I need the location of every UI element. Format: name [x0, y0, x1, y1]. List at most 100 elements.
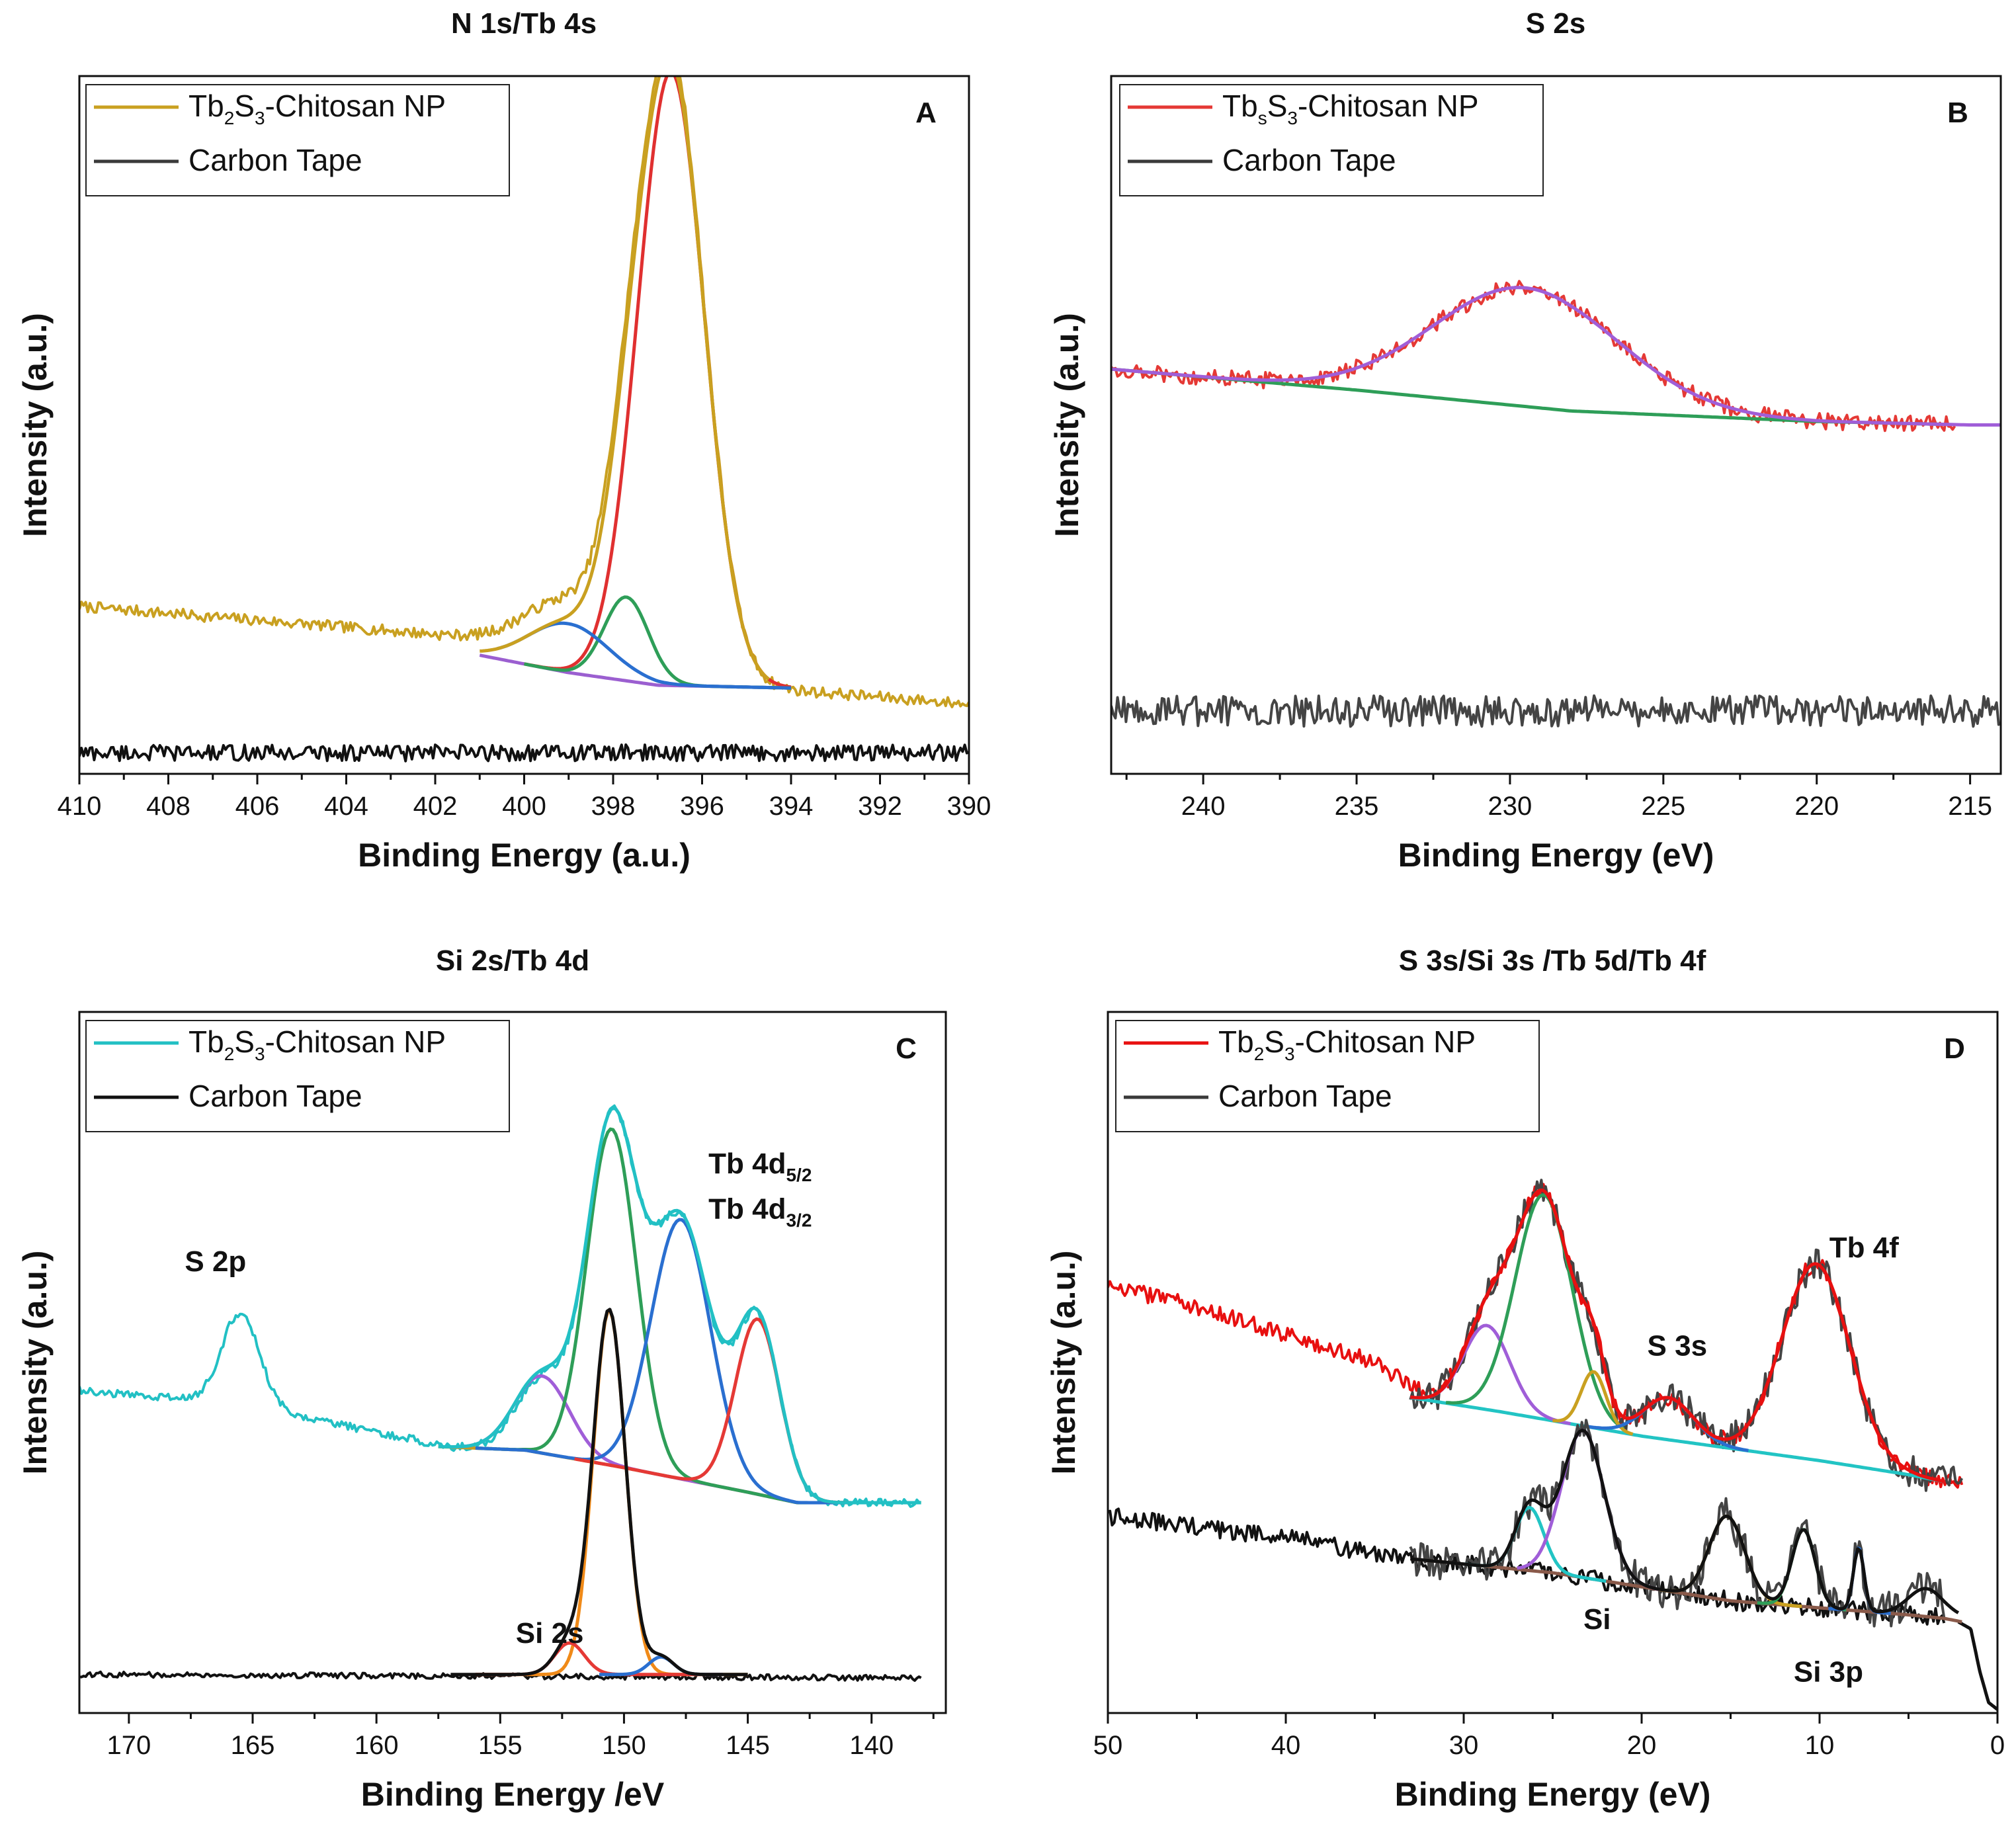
- series-line: [475, 1218, 897, 1505]
- legend-label: Tb2S3-Chitosan NP: [189, 89, 446, 128]
- series-line: [1517, 1429, 1660, 1591]
- series-line: [497, 621, 791, 690]
- x-tick-label: 394: [769, 792, 814, 821]
- x-axis-label: Binding Energy (a.u.): [358, 837, 691, 874]
- series-line: [1410, 1189, 1945, 1484]
- plot-frame: [1110, 75, 2002, 775]
- series-line: [524, 595, 791, 690]
- series-line: [79, 743, 969, 763]
- x-tick-label: 408: [146, 792, 190, 821]
- peak-annotation: S 2p: [185, 1245, 246, 1278]
- panel-c: Si 2s/Tb 4d 170 165 160 155 150 145 140 Binding …: [17, 944, 947, 1813]
- x-axis-label: Binding Energy /eV: [361, 1776, 665, 1813]
- peak-annotation: S 3s: [1648, 1329, 1708, 1362]
- series-group: [79, 76, 969, 763]
- x-tick-label: 406: [235, 792, 280, 821]
- series-line: [1111, 694, 2001, 728]
- panel-title: Si 2s/Tb 4d: [436, 944, 589, 977]
- x-tick-label: 30: [1449, 1731, 1479, 1760]
- y-axis-label: Intensity (a.u.): [17, 313, 54, 537]
- series-line: [438, 1444, 921, 1505]
- x-tick-label: 230: [1488, 792, 1533, 821]
- legend: Tb2S3-Chitosan NP Carbon Tape: [85, 1020, 510, 1132]
- panel-letter: A: [915, 97, 937, 129]
- x-tick-label: 170: [106, 1731, 151, 1760]
- x-tick-label: 392: [858, 792, 902, 821]
- series-line: [1957, 1620, 1997, 1711]
- x-tick-label: 390: [947, 792, 991, 821]
- x-tick-label: 225: [1641, 792, 1685, 821]
- series-line: [1409, 1396, 1945, 1484]
- x-tick-label: 145: [726, 1731, 770, 1760]
- series-line: [1108, 1183, 1964, 1489]
- x-axis-label: Binding Energy (eV): [1395, 1776, 1711, 1813]
- x-tick-label: 215: [1948, 792, 1992, 821]
- legend-label: Carbon Tape: [189, 143, 362, 177]
- peak-annotation: Si: [1583, 1603, 1611, 1636]
- x-tick-label: 396: [680, 792, 724, 821]
- x-tick-label: 400: [502, 792, 546, 821]
- x-tick-label: 402: [413, 792, 458, 821]
- panel-title: S 2s: [1526, 7, 1586, 40]
- series-line: [1111, 286, 2001, 427]
- y-axis-label: Intensity (a.u.): [17, 1251, 54, 1475]
- series-group: [1111, 280, 2001, 728]
- panel-title: S 3s/Si 3s /Tb 5d/Tb 4f: [1399, 944, 1706, 977]
- panel-letter: B: [1947, 97, 1968, 129]
- series-line: [1410, 1557, 1962, 1624]
- x-tick-label: 20: [1627, 1731, 1657, 1760]
- x-tick-label: 220: [1794, 792, 1839, 821]
- x-tick-label: 235: [1335, 792, 1379, 821]
- peak-annotation: Tb 4d5/2: [708, 1148, 812, 1185]
- legend-label: Carbon Tape: [1222, 143, 1396, 177]
- legend-label: Carbon Tape: [1218, 1079, 1392, 1113]
- x-axis-label: Binding Energy (eV): [1398, 837, 1714, 874]
- x-tick-label: 10: [1805, 1731, 1835, 1760]
- series-line: [438, 1106, 921, 1505]
- panel-a: N 1s/Tb 4s 410 408 406 404 402 400 398 396 394 392…: [17, 7, 991, 874]
- legend: Tb2S3-Chitosan NP Carbon Tape: [85, 84, 510, 196]
- x-tick-label: 140: [849, 1731, 894, 1760]
- x-tick-label: 240: [1181, 792, 1226, 821]
- legend-label: Carbon Tape: [189, 1079, 362, 1113]
- peak-annotation: Tb 4f: [1829, 1232, 1899, 1264]
- series-line: [1445, 1193, 1625, 1431]
- y-axis-label: Intensity (a.u.): [1048, 313, 1085, 537]
- x-tick-label: 404: [324, 792, 368, 821]
- x-tick-label: 398: [591, 792, 636, 821]
- x-tick-label: 40: [1271, 1731, 1301, 1760]
- peak-annotation: Si 3p: [1794, 1655, 1863, 1688]
- x-tick-label: 50: [1093, 1731, 1123, 1760]
- legend-label: Tb2S3-Chitosan NP: [189, 1025, 446, 1064]
- series-line: [450, 1308, 748, 1677]
- series-line: [1410, 1429, 1960, 1614]
- x-tick-label: 155: [478, 1731, 523, 1760]
- panel-letter: C: [896, 1032, 917, 1065]
- x-tick-label: 410: [58, 792, 102, 821]
- legend: TbsS3-Chitosan NP Carbon Tape: [1119, 84, 1544, 196]
- panel-d: S 3s/Si 3s /Tb 5d/Tb 4f 50 40 30 20 10 0 Bindin…: [1045, 944, 2005, 1813]
- legend-label: Tb2S3-Chitosan NP: [1218, 1025, 1476, 1064]
- legend-label: TbsS3-Chitosan NP: [1222, 89, 1479, 128]
- plot-frame: [78, 1011, 947, 1714]
- x-tick-label: 160: [355, 1731, 399, 1760]
- panel-title: N 1s/Tb 4s: [451, 7, 597, 40]
- series-line: [79, 76, 969, 708]
- series-group: [1108, 1179, 1997, 1711]
- panel-letter: D: [1944, 1032, 1965, 1065]
- series-line: [475, 1641, 724, 1677]
- series-group: [79, 1104, 922, 1682]
- peak-annotation: Tb 4d3/2: [708, 1193, 812, 1231]
- legend: Tb2S3-Chitosan NP Carbon Tape: [1115, 1020, 1540, 1132]
- series-line: [480, 76, 771, 681]
- series-line: [1409, 1419, 1946, 1628]
- x-tick-label: 150: [602, 1731, 646, 1760]
- x-tick-label: 0: [1990, 1731, 2005, 1760]
- panel-b: S 2s 240 235 230 225 220 215 Binding Energy (eV…: [1048, 7, 2002, 874]
- x-tick-label: 165: [231, 1731, 275, 1760]
- y-axis-label: Intensity (a.u.): [1045, 1251, 1082, 1475]
- series-line: [475, 1127, 822, 1505]
- series-line: [450, 1374, 822, 1505]
- peak-annotation: Si 2s: [516, 1617, 584, 1650]
